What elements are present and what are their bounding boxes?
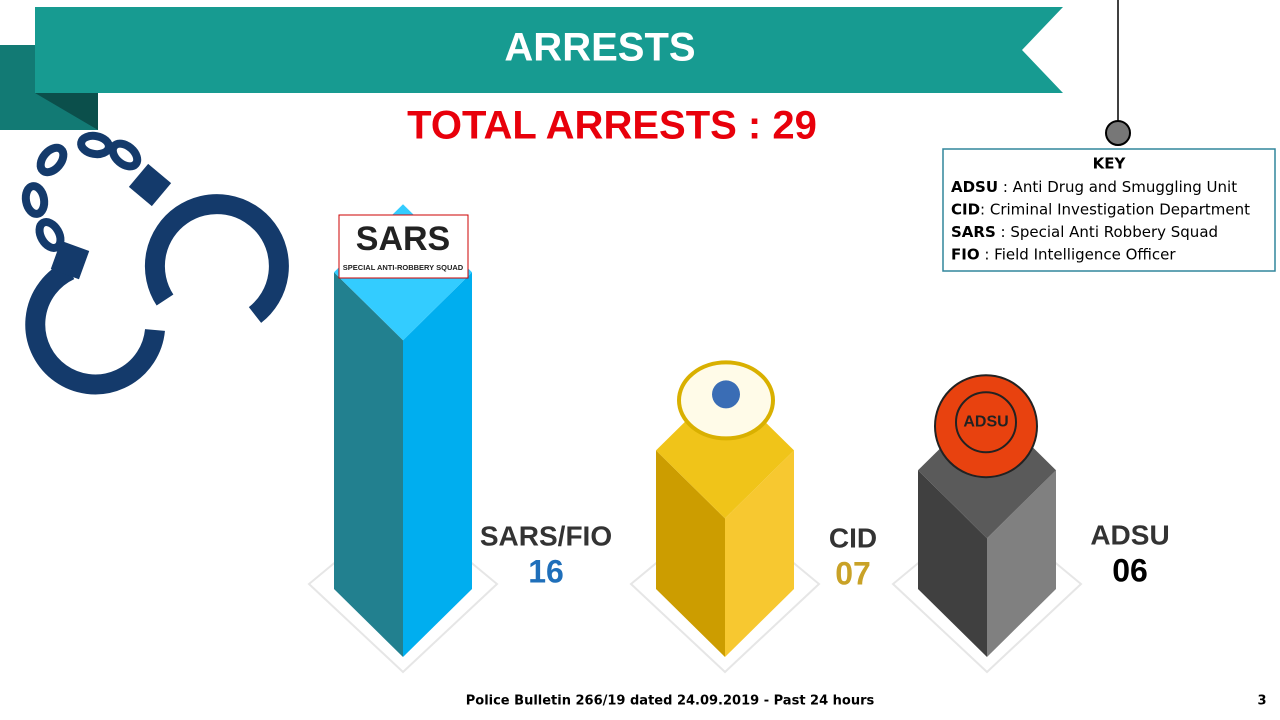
- bar-left-face: [656, 450, 725, 657]
- key-text: : Field Intelligence Officer: [980, 245, 1177, 263]
- footer: Police Bulletin 266/19 dated 24.09.2019 …: [466, 694, 875, 709]
- key-abbr: ADSU: [951, 178, 998, 196]
- banner: [35, 7, 1063, 93]
- key-item: FIO : Field Intelligence Officer: [951, 245, 1176, 263]
- key-item: CID: Criminal Investigation Department: [951, 200, 1250, 218]
- banner-fold-shadow: [35, 93, 98, 130]
- category-label: ADSU: [1090, 519, 1169, 550]
- bar-left-face: [918, 470, 987, 657]
- cid-logo-center: [712, 380, 740, 409]
- category-label: SARS/FIO: [480, 520, 612, 551]
- page-number: 3: [1257, 694, 1266, 709]
- adsu-logo: [934, 374, 1038, 479]
- category-label: CID: [829, 522, 877, 553]
- sars-logo-text: SARS: [356, 220, 450, 258]
- key-item: ADSU : Anti Drug and Smuggling Unit: [951, 178, 1237, 196]
- sars-logo-subtitle: SPECIAL ANTI-ROBBERY SQUAD: [343, 263, 464, 272]
- key-abbr: SARS: [951, 223, 996, 241]
- key-item: SARS : Special Anti Robbery Squad: [951, 223, 1218, 241]
- bar-right-face: [403, 272, 472, 657]
- title: ARRESTS: [504, 26, 695, 70]
- logos: SARS SPECIAL ANTI-ROBBERY SQUAD ADSU: [338, 214, 1038, 479]
- key-text: : Criminal Investigation Department: [980, 200, 1250, 218]
- key-box: [942, 148, 1276, 272]
- subtitle: TOTAL ARRESTS : 29: [407, 104, 817, 148]
- adsu-logo-inner: [955, 391, 1017, 454]
- value-label: 07: [835, 555, 871, 591]
- key-text: : Anti Drug and Smuggling Unit: [998, 178, 1237, 196]
- bar-left-face: [334, 272, 403, 657]
- key-items: ADSU : Anti Drug and Smuggling UnitCID: …: [951, 178, 1250, 264]
- key-title: KEY: [1093, 155, 1127, 173]
- value-label: 06: [1112, 552, 1148, 588]
- key-abbr: CID: [951, 200, 980, 218]
- bar-right-face: [725, 450, 794, 657]
- bar-right-face: [987, 470, 1056, 657]
- value-label: 16: [528, 553, 564, 589]
- pin: [1105, 120, 1131, 146]
- key-text: : Special Anti Robbery Squad: [996, 223, 1218, 241]
- adsu-logo-text: ADSU: [963, 413, 1008, 430]
- handcuffs: [21, 131, 289, 395]
- sars-logo: [338, 214, 469, 279]
- key-abbr: FIO: [951, 245, 980, 263]
